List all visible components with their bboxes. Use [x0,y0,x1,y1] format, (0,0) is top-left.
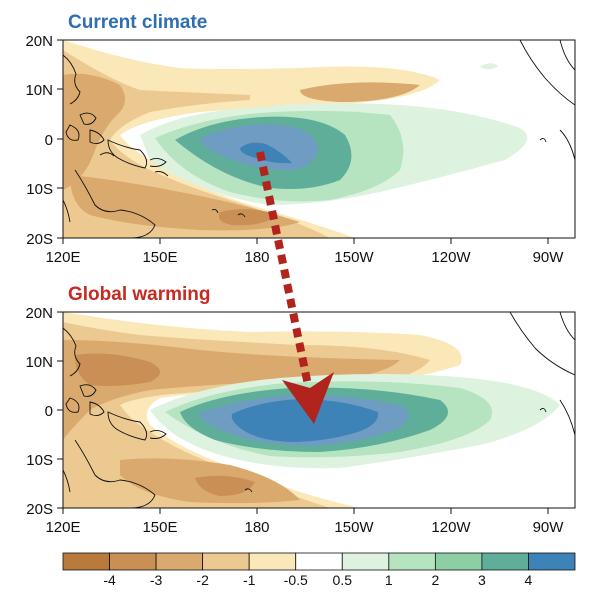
lat-label: 10N [25,82,53,99]
colorbar-swatch [388,552,436,571]
lon-label: 120W [431,249,471,266]
anomaly-region [195,475,255,496]
lat-label: 10S [26,181,53,198]
colorbar-label: 1 [385,572,393,588]
lon-label: 90W [533,249,565,266]
lon-label: 180 [244,249,269,266]
anomaly-region [480,63,498,70]
colorbar-label: 3 [478,572,486,588]
shift-arrow-line [256,151,312,386]
colorbar-swatch [295,552,343,571]
latitude-labels: 20N 10N 0 10S 20S [25,305,53,518]
lat-label: 0 [45,132,53,149]
colorbar: -4 -3 -2 -1 -0.5 0.5 1 2 3 4 [62,552,576,588]
lat-label: 20N [25,33,53,50]
panel-current-climate: Current climate [25,12,576,266]
colorbar-label: -1 [243,572,256,588]
lon-label: 90W [533,519,565,536]
panel-global-warming: Global warming [25,284,576,536]
lon-label: 150E [142,249,177,266]
colorbar-label: -4 [103,572,116,588]
lat-label: 0 [45,403,53,420]
colorbar-swatch [481,552,529,571]
colorbar-swatch [341,552,390,571]
colorbar-label: -2 [196,572,209,588]
lon-label: 150E [142,519,177,536]
arrow-head-icon [282,372,334,424]
lon-label: 180 [244,519,269,536]
lon-label: 120W [431,519,471,536]
axis-ticks [57,39,549,244]
colorbar-swatch [155,552,204,571]
anomaly-region [300,82,420,102]
anomaly-region [218,209,278,226]
coastlines [63,40,575,238]
colorbar-swatch [202,552,250,571]
anomaly-region [231,399,379,442]
colorbar-label: 0.5 [333,572,353,588]
latitude-labels: 20N 10N 0 10S 20S [25,33,53,248]
colorbar-swatch [528,552,576,571]
colorbar-swatch [434,552,483,571]
colorbar-swatch [248,552,297,571]
lon-label: 120E [45,249,80,266]
colorbar-label: -3 [150,572,163,588]
lon-label: 150W [334,249,374,266]
longitude-labels: 120E 150E 180 150W 120W 90W [45,249,564,266]
anomaly-region [75,353,160,386]
map-current [63,40,575,238]
longitude-labels: 120E 150E 180 150W 120W 90W [45,519,564,536]
lat-label: 20S [26,231,53,248]
shift-arrow [256,151,334,424]
lon-label: 150W [334,519,374,536]
lon-label: 120E [45,519,80,536]
lat-label: 20S [26,501,53,518]
anomaly-region [240,142,292,164]
colorbar-swatch [109,552,157,571]
axis-ticks [57,311,549,514]
colorbar-label: 2 [431,572,439,588]
anomaly-region [63,73,125,190]
panel-title-warming: Global warming [68,284,211,305]
lat-label: 20N [25,305,53,322]
colorbar-label: -0.5 [284,572,308,588]
coastlines [63,312,575,508]
colorbar-label: 4 [525,572,533,588]
colorbar-swatch [62,552,110,571]
lat-label: 10S [26,452,53,469]
panel-title-current: Current climate [68,12,207,33]
lat-label: 10N [25,354,53,371]
